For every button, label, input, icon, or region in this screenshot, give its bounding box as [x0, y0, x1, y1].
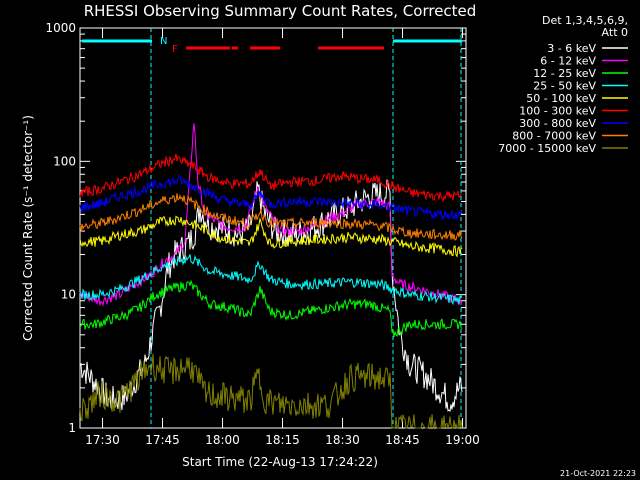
y-tick-label: 1 [68, 421, 76, 435]
legend-entry-label: 100 - 300 keV [519, 105, 596, 118]
legend-entry-label: 800 - 7000 keV [512, 130, 596, 143]
legend-header-2: Att 0 [602, 26, 628, 39]
legend-entry-label: 50 - 100 keV [526, 92, 596, 105]
y-axis-label: Corrected Count Rate (s⁻¹ detector⁻¹) [21, 115, 35, 341]
y-tick-label: 10 [61, 288, 76, 302]
x-tick-label: 18:15 [265, 433, 300, 447]
legend-entry-label: 7000 - 15000 keV [498, 142, 596, 155]
series-line [79, 153, 463, 203]
x-axis-label: Start Time (22-Aug-13 17:24:22) [182, 455, 378, 469]
series-line [79, 279, 463, 337]
footer-date: 21-Oct-2021 22:23 [560, 469, 636, 478]
series-line [79, 254, 463, 306]
flag-bars: N F [82, 28, 462, 428]
series-line [79, 123, 463, 307]
series-line [79, 215, 463, 258]
series-line [79, 353, 463, 430]
legend-entry-label: 3 - 6 keV [547, 42, 596, 55]
x-tick-label: 17:30 [85, 433, 120, 447]
y-tick-label: 1000 [45, 21, 76, 35]
x-axis: 17:30 17:45 18:00 18:15 18:30 18:45 19:00 [85, 28, 480, 447]
x-tick-label: 18:30 [325, 433, 360, 447]
series-group [79, 123, 463, 430]
legend-entry-label: 300 - 800 keV [519, 117, 596, 130]
chart-title: RHESSI Observing Summary Count Rates, Co… [84, 2, 477, 20]
legend-header-1: Det 1,3,4,5,6,9, [542, 14, 628, 27]
legend-entry-label: 12 - 25 keV [533, 67, 596, 80]
legend-entry-label: 6 - 12 keV [540, 55, 596, 68]
flare-flag-label: F [172, 44, 178, 55]
x-tick-label: 18:00 [205, 433, 240, 447]
y-tick-label: 100 [53, 154, 76, 168]
x-tick-label: 17:45 [145, 433, 180, 447]
x-tick-label: 18:45 [385, 433, 420, 447]
night-flag-label: N [160, 36, 167, 47]
x-tick-label: 19:00 [445, 433, 480, 447]
series-line [79, 175, 463, 221]
series-line [79, 193, 463, 241]
legend-entry-label: 25 - 50 keV [533, 80, 596, 93]
